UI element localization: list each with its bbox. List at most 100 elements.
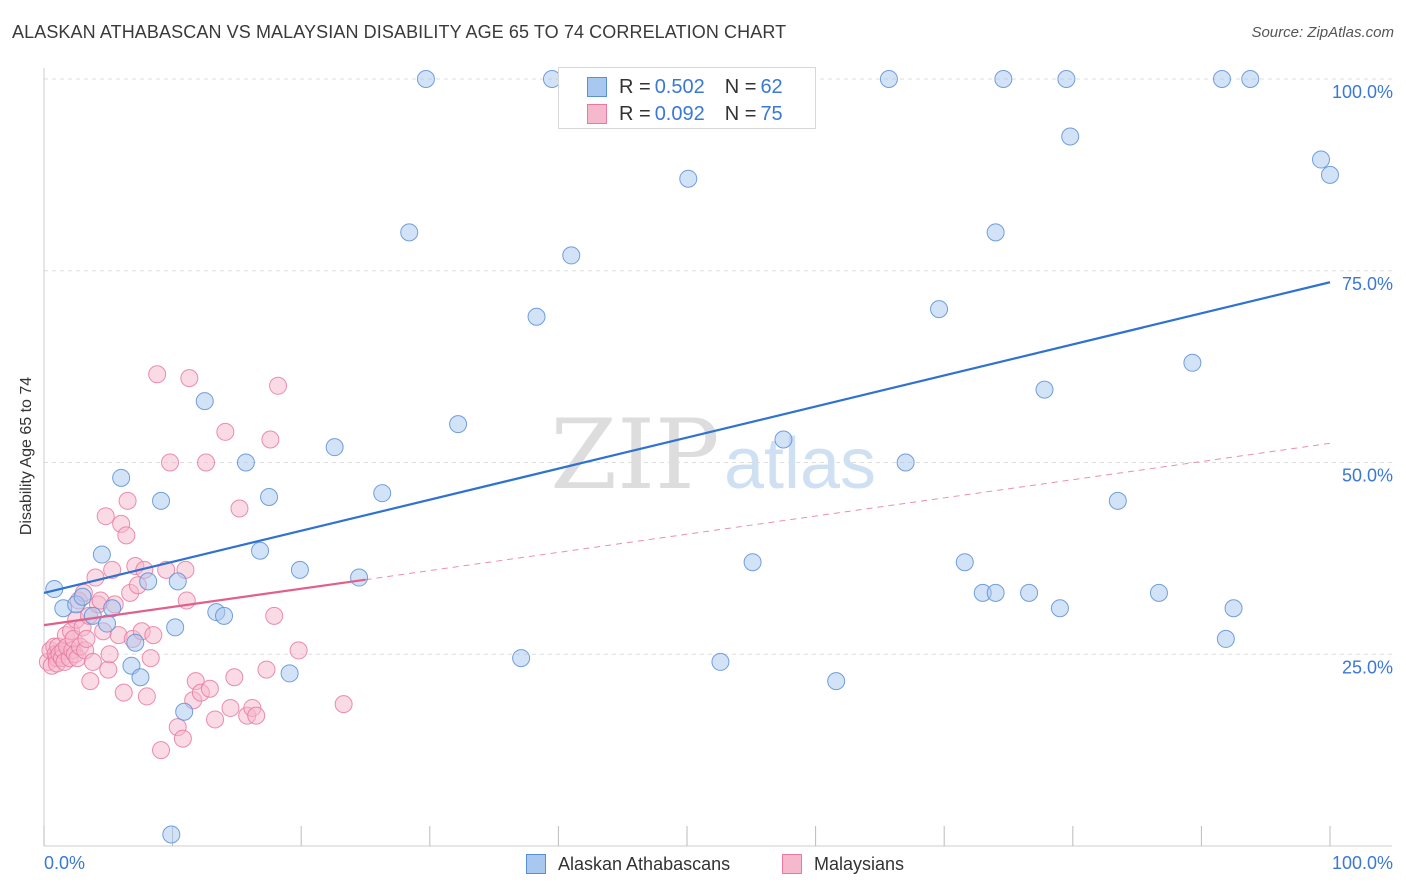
alaskan-data-point [774,430,793,449]
alaskan-data-point [400,223,419,242]
alaskan-data-point [1020,583,1039,602]
watermark-atlas: atlas [724,424,876,504]
malaysian-data-point [289,641,308,660]
malaysian-data-point [148,365,167,384]
malaysian-data-point [180,369,199,388]
alaskan-data-point [175,702,194,721]
y-tick-label: 75.0% [1342,274,1393,294]
alaskan-data-point [416,70,435,88]
source-credit: Source: ZipAtlas.com [1251,24,1394,41]
alaskan-athabascans-points [45,70,1339,844]
alaskan-data-point [195,392,214,411]
alaskan-data-point [1050,599,1069,618]
malaysian-data-point [141,649,160,668]
malaysian-data-point [99,660,118,679]
malaysian-data-point [206,710,225,729]
alaskan-data-point [166,618,185,637]
legend-n-label: N = [724,75,757,98]
y-tick-label: 50.0% [1342,466,1393,486]
malaysian-data-point [100,645,119,664]
legend-r-value: 0.502 [654,75,705,98]
alaskan-data-point [986,223,1005,242]
alaskan-data-point [1212,70,1231,88]
alaskan-data-point [711,652,730,671]
alaskan-data-point [168,572,187,591]
alaskan-data-point [131,668,150,687]
malaysian-data-point [230,499,249,518]
alaskan-data-point [743,553,762,572]
alaskan-data-point [1149,583,1168,602]
alaskan-data-point [1108,491,1127,510]
malaysian-data-point [114,683,133,702]
legend-label-alaskan: Alaskan Athabascans [558,853,731,874]
alaskan-data-point [896,453,915,472]
alaskan-data-point [1311,150,1330,169]
alaskan-data-point [827,672,846,691]
y-tick-label: 100.0% [1332,82,1393,102]
malaysian-data-point [197,453,216,472]
trend-lines [43,281,1331,627]
malaysian-data-point [265,606,284,625]
malaysian-data-point [152,741,171,760]
alaskan-data-point [512,649,531,668]
watermark: ZIP atlas [550,399,876,511]
alaskan-data-point [1057,70,1076,88]
malaysian-trend-extension [365,442,1331,581]
malaysian-data-point [77,629,96,648]
alaskan-data-point [126,633,145,652]
malaysian-data-point [334,695,353,714]
alaskan-data-point [994,70,1013,88]
malaysian-data-point [117,526,136,545]
legend-label-malaysians: Malaysians [814,853,905,874]
malaysian-data-point [247,706,266,725]
alaskan-data-point [1183,353,1202,372]
alaskan-data-point [879,70,898,88]
alaskan-data-point [152,491,171,510]
malaysian-data-point [81,672,100,691]
malaysian-data-point [161,453,180,472]
legend-r-label: R = [619,102,651,125]
correlation-legend: R = 0.502 N = 62 R = 0.092 N = 75 [558,67,816,129]
malaysian-data-point [137,687,156,706]
malaysian-data-point [200,679,219,698]
malaysian-data-point [261,430,280,449]
malaysian-data-point [118,491,137,510]
alaskan-data-point [290,560,309,579]
alaskan-data-point [251,541,270,560]
y-tick-label: 25.0% [1342,657,1393,677]
legend-swatch-pink [587,104,607,124]
malaysians-points [38,365,353,760]
alaskan-data-point [955,553,974,572]
malaysian-data-point [96,507,115,526]
bottom-legend-malaysians[interactable]: Malaysians [782,852,904,876]
alaskan-data-point [325,438,344,457]
malaysian-data-point [86,568,105,587]
legend-row-alaskan: R = 0.502 N = 62 [587,75,783,99]
legend-n-label: N = [724,102,757,125]
legend-swatch-blue [526,854,546,874]
malaysian-data-point [216,422,235,441]
legend-swatch-pink [782,854,802,874]
alaskan-data-point [1241,70,1260,88]
alaskan-data-point [112,468,131,487]
alaskan-data-point [73,587,92,606]
malaysian-data-point [103,560,122,579]
malaysian-data-point [221,698,240,717]
alaskan-data-point [92,545,111,564]
bottom-legend-alaskan[interactable]: Alaskan Athabascans [526,852,730,876]
alaskan-data-point [1216,629,1235,648]
legend-r-value: 0.092 [654,102,705,125]
alaskan-data-point [215,606,234,625]
alaskan-data-point [162,825,181,844]
alaskan-data-point [562,246,581,265]
alaskan-data-point [1321,165,1339,184]
tick-labels: 25.0% 50.0% 75.0% 100.0% 0.0% 100.0% [44,82,1393,873]
malaysian-data-point [144,626,163,645]
malaysian-trend-line [43,578,366,627]
malaysian-data-point [173,729,192,748]
alaskan-data-point [986,583,1005,602]
malaysian-data-point [269,376,288,395]
legend-r-label: R = [619,75,651,98]
alaskan-trend-line [43,281,1331,594]
